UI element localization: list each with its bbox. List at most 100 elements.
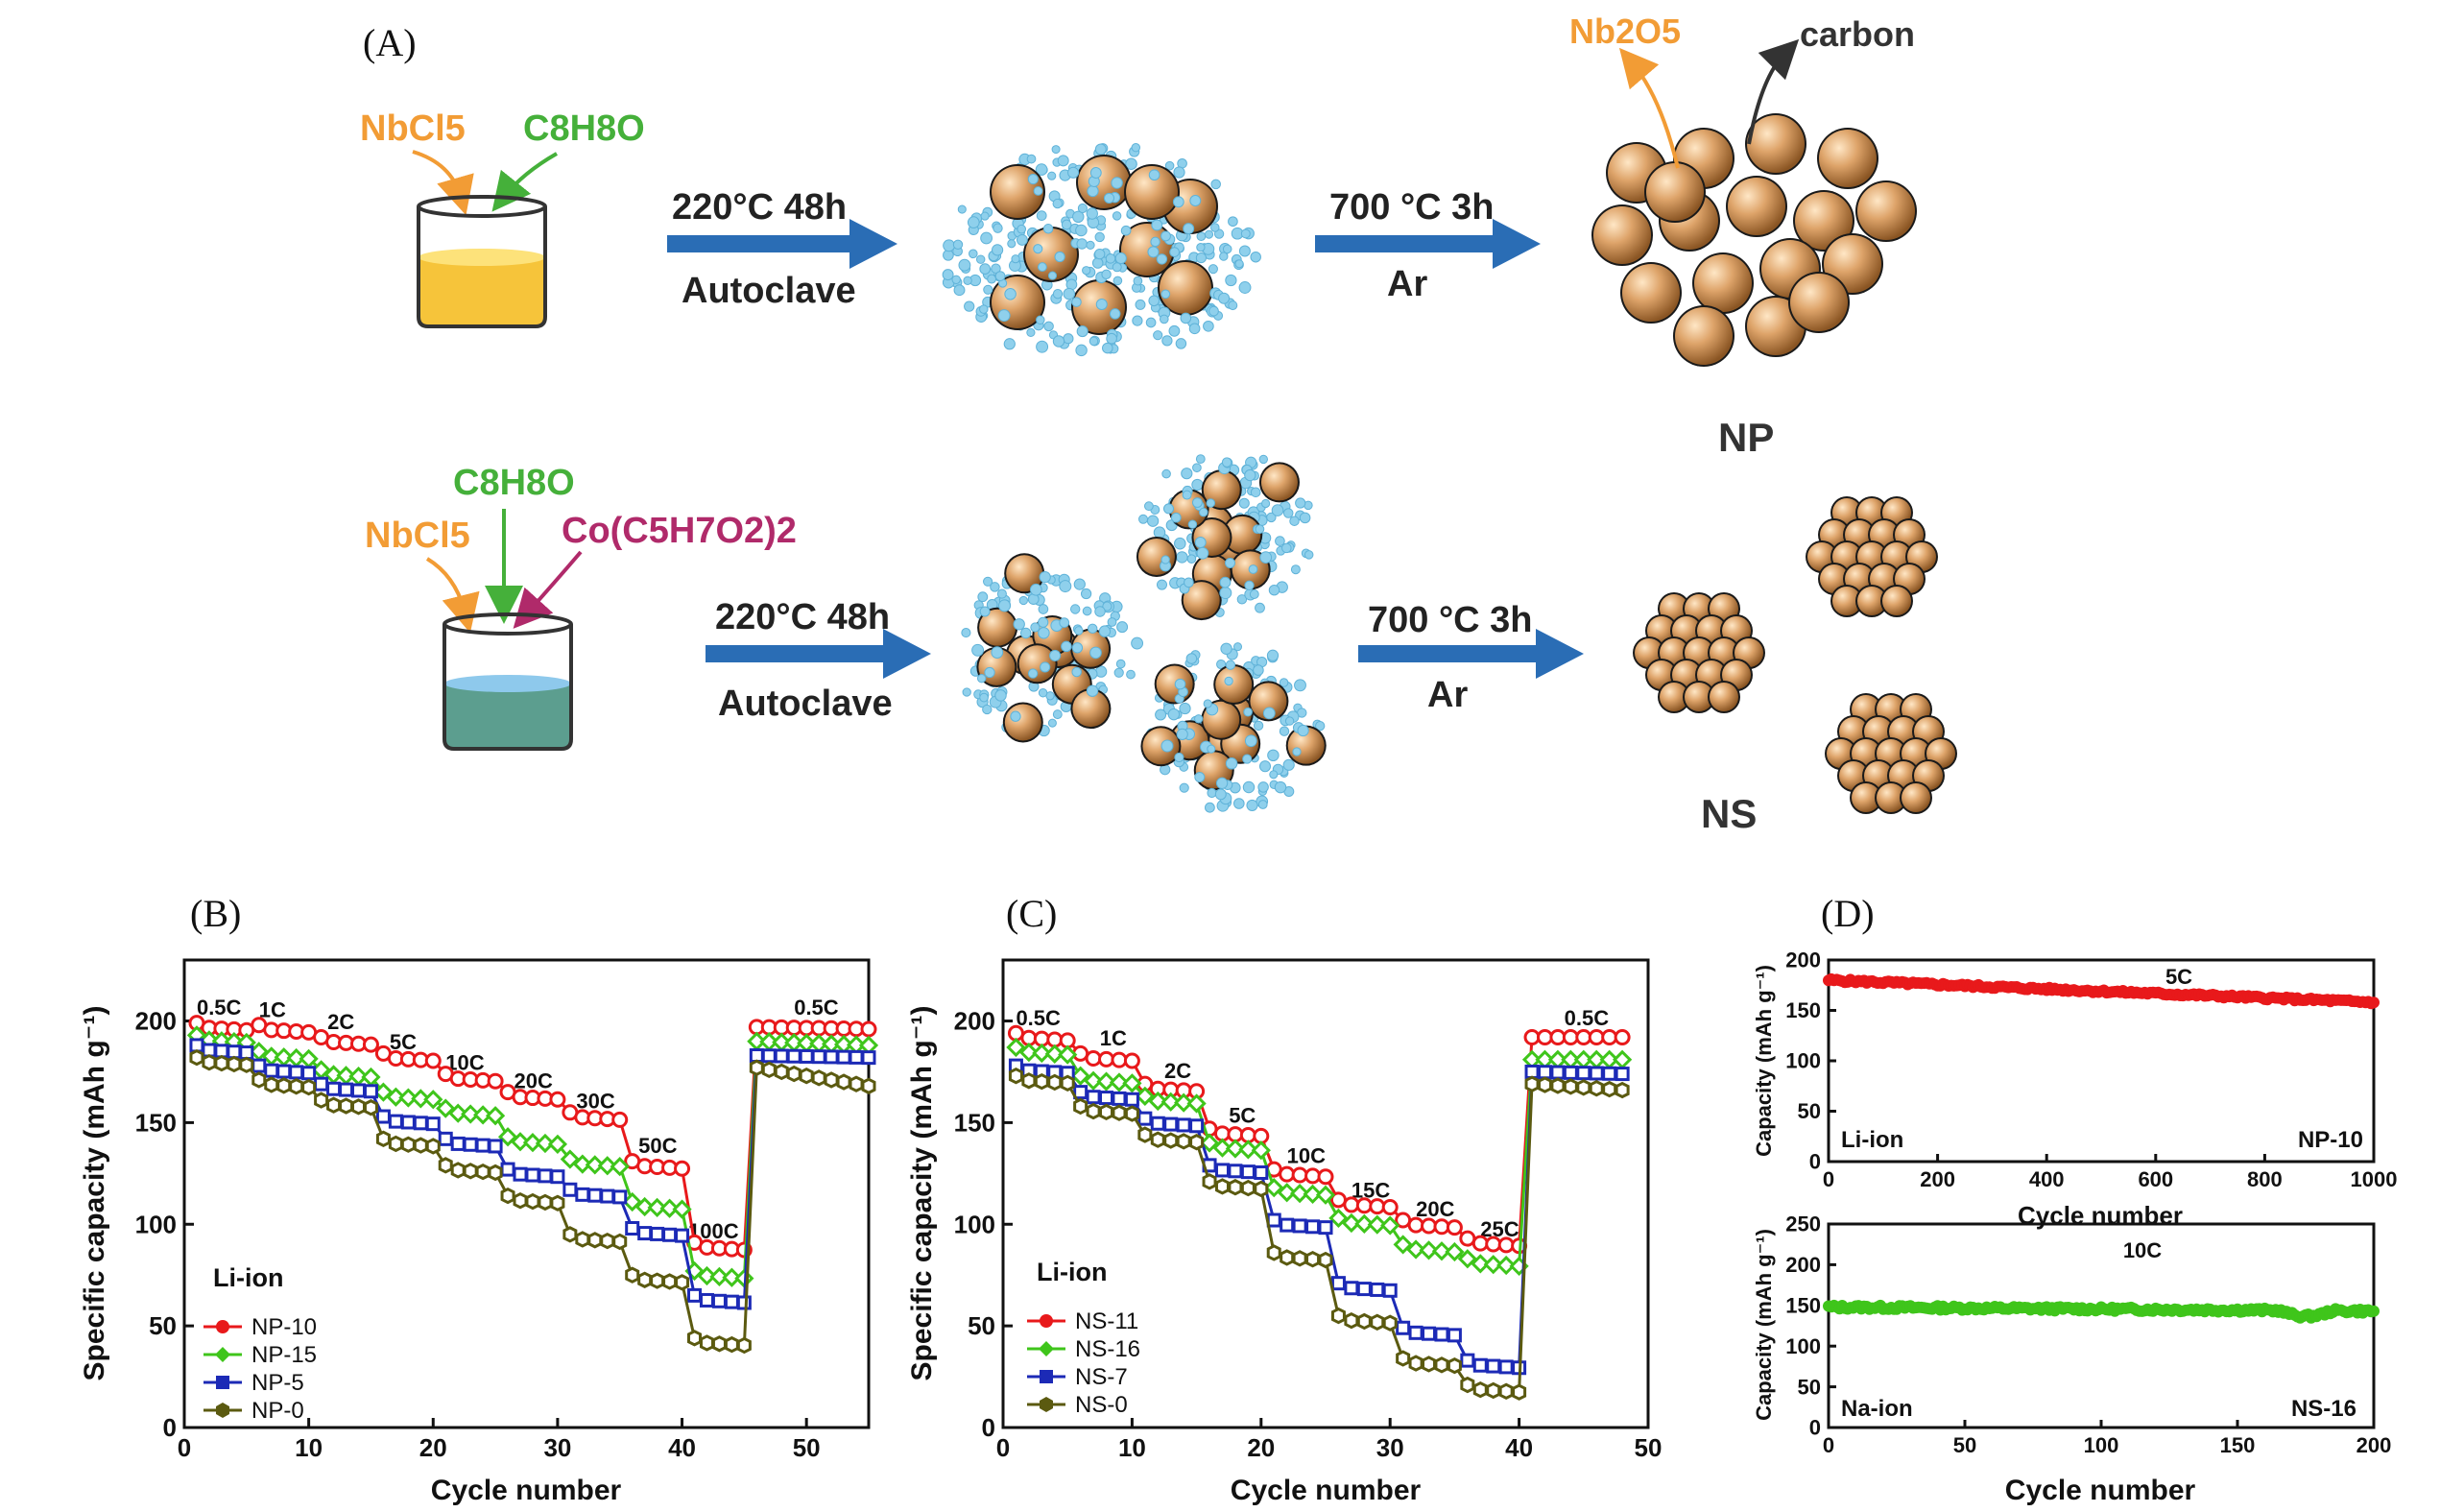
data-point-NS-7: [1318, 1220, 1333, 1236]
ns-network-node: [1086, 684, 1099, 697]
data-point-NP-15: [535, 1133, 556, 1154]
data-point-NS-16: [1264, 1178, 1284, 1198]
carbon-network-node: [1210, 223, 1220, 232]
carbon-network-node: [964, 300, 975, 312]
carbon-network-node: [997, 309, 1011, 323]
ns-route: C8H8O NbCl5 Co(C5H7O2)2 220°C 48h Autocl…: [365, 454, 1957, 836]
ns-network-node: [1269, 770, 1279, 780]
data-point-NS-0: [1021, 1072, 1037, 1090]
data-point-NP-5: [289, 1065, 304, 1080]
ns-network-node: [1146, 515, 1160, 527]
data-point-NP-0: [251, 1071, 267, 1089]
data-point-NS-0: [1214, 1178, 1230, 1195]
rate-label: 1C: [259, 997, 286, 1021]
carbon-network-node: [1234, 259, 1244, 269]
data-point-NP-0: [375, 1130, 391, 1148]
data-point-NS-0: [1602, 1080, 1617, 1098]
data-point-NP-0: [289, 1078, 304, 1095]
data-point-NP-15: [597, 1156, 617, 1176]
x-tick-label: 50: [1953, 1433, 1976, 1457]
ns-network-node: [1205, 802, 1215, 813]
chart-c-series: [1006, 1024, 1633, 1401]
carbon-network-node: [1125, 157, 1137, 170]
data-point-NS-11: [1614, 1028, 1631, 1045]
legend-marker-NS-0: [1040, 1397, 1053, 1412]
data-point-NP-5: [339, 1082, 354, 1097]
carbon-network-node: [1052, 289, 1064, 300]
data-point-NS-11: [1407, 1216, 1424, 1234]
rate-label: 1C: [1100, 1026, 1127, 1050]
legend-marker-NP-10: [216, 1320, 229, 1333]
chart-d-bottom-cycling-ns16: 0 50 100 150 200 0 50 100 150 200 250 10C Na-ion N…: [1752, 1212, 2391, 1506]
carbon-network-node: [1228, 300, 1238, 311]
data-point-NP-0: [612, 1233, 628, 1251]
legend-marker-NP-5: [216, 1376, 229, 1389]
carbon-network-node: [1238, 281, 1252, 294]
ns-network-node: [1153, 526, 1166, 539]
data-point-NS-7: [1589, 1066, 1604, 1081]
carbon-network-node: [1051, 145, 1061, 155]
carbon-network-node: [1094, 231, 1105, 243]
ns-network-node: [1174, 537, 1186, 550]
data-point-NP-15: [572, 1154, 592, 1174]
data-point-NP-5: [350, 1083, 366, 1098]
data-point-NP-0: [774, 1063, 789, 1081]
data-point-NP-15: [709, 1266, 730, 1287]
data-point-NP-5: [264, 1063, 279, 1078]
np-sphere: [1857, 182, 1915, 240]
carbon-network-node: [1052, 335, 1065, 348]
data-point-NP-0: [687, 1330, 703, 1347]
chart-d-bottom-ticks: 0 50 100 150 200 0 50 100 150 200 250: [1785, 1212, 2391, 1457]
carbon-network-node: [943, 239, 956, 252]
ns-step1-method: Autoclave: [718, 684, 893, 724]
data-point-NP-0: [761, 1061, 777, 1079]
ns-network-node: [1107, 617, 1117, 627]
data-point-NP-0: [749, 1059, 764, 1076]
carbon-network-node: [991, 263, 1001, 274]
np-route: NbCl5 C8H8O 220°C 48h Autoclave 700 °C 3…: [360, 12, 1917, 460]
data-point-NS-16: [1186, 1093, 1207, 1114]
data-point-NS-0: [1240, 1179, 1256, 1197]
ns-network-node: [1059, 617, 1070, 628]
data-point-NS-0: [1176, 1133, 1191, 1150]
ns-network-node: [1038, 604, 1049, 614]
carbon-network-node: [987, 274, 997, 284]
carbon-network-node: [1250, 251, 1261, 263]
chart-b-xlabel: Cycle number: [431, 1475, 622, 1506]
y-tick-label: 150: [1785, 1294, 1821, 1318]
ns-network-node: [1236, 594, 1248, 605]
data-point-NP-5: [625, 1220, 640, 1236]
ns-network-node: [1156, 579, 1168, 590]
data-point-NP-15: [473, 1105, 493, 1125]
ns-network-node: [1194, 537, 1207, 548]
carbon-network-node: [1120, 225, 1132, 236]
legend-title: Li-ion: [1037, 1258, 1107, 1286]
data-point-NP-15: [647, 1197, 667, 1218]
ns-network-node: [1192, 463, 1202, 473]
data-point-NP-15: [398, 1088, 419, 1108]
ns-sphere: [1660, 683, 1688, 711]
data-point-NP-0: [388, 1135, 403, 1153]
ns-network-node: [1244, 468, 1256, 482]
ns-network-node: [982, 704, 993, 715]
carbon-network-node: [1089, 167, 1102, 179]
ns-network-node: [1246, 799, 1258, 811]
data-point-NS-7: [1176, 1117, 1191, 1133]
data-point-NS-7: [1486, 1358, 1501, 1374]
data-point-NP-0: [675, 1274, 690, 1291]
ns-network-node: [979, 606, 991, 617]
data-point-NP-15: [610, 1157, 630, 1177]
data-point-NS-7: [1615, 1067, 1630, 1082]
data-point-NP-5: [388, 1114, 403, 1129]
carbon-network-node: [1007, 239, 1017, 249]
data-point-NS-7: [1498, 1359, 1514, 1375]
data-point-NS-0: [1550, 1077, 1566, 1094]
data-point-NS-16: [1096, 1071, 1116, 1092]
chart-d-bottom-sample: NS-16: [2291, 1396, 2356, 1422]
np-product-particles: [1591, 113, 1917, 367]
ns-network-node: [971, 643, 985, 657]
rate-label: 15C: [1352, 1179, 1390, 1203]
data-point-NP-0: [438, 1157, 453, 1174]
carbon-network-node: [1168, 324, 1181, 337]
ns-network-node: [1225, 660, 1236, 670]
